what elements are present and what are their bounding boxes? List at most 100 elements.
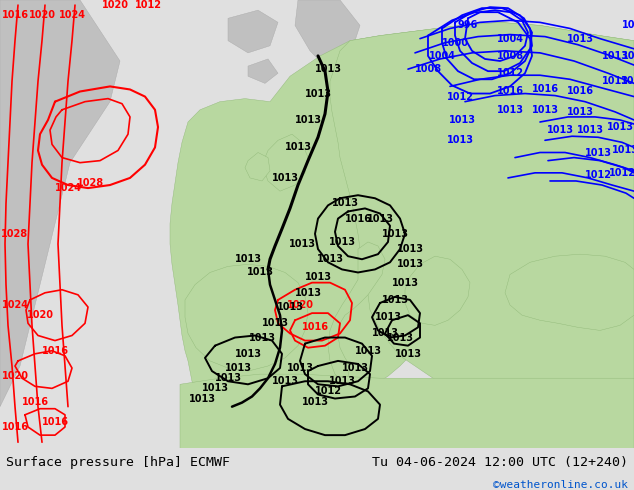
Text: 1013: 1013 <box>302 396 328 407</box>
Polygon shape <box>295 0 360 71</box>
Polygon shape <box>262 134 308 191</box>
Text: 1013: 1013 <box>567 34 593 44</box>
Polygon shape <box>0 0 120 407</box>
Text: 1024: 1024 <box>58 10 86 20</box>
Polygon shape <box>315 49 365 97</box>
Text: 1013: 1013 <box>342 363 368 373</box>
Text: 1012: 1012 <box>446 92 474 101</box>
Text: 1013: 1013 <box>276 302 304 312</box>
Text: 996: 996 <box>458 21 478 30</box>
Text: 1016: 1016 <box>344 214 372 223</box>
Text: 1024: 1024 <box>1 300 29 310</box>
Text: 1016: 1016 <box>1 10 29 20</box>
Text: 1013: 1013 <box>316 254 344 264</box>
Polygon shape <box>308 90 358 134</box>
Text: 1028: 1028 <box>77 178 103 188</box>
Text: 1013: 1013 <box>375 312 401 322</box>
Text: 1013: 1013 <box>188 393 216 404</box>
Text: 1013: 1013 <box>396 244 424 254</box>
Text: 1013: 1013 <box>382 295 408 305</box>
Text: 1000: 1000 <box>441 38 469 48</box>
Polygon shape <box>245 152 270 181</box>
Text: ©weatheronline.co.uk: ©weatheronline.co.uk <box>493 480 628 490</box>
Text: 1016: 1016 <box>302 322 328 332</box>
Text: 1013: 1013 <box>288 239 316 249</box>
Polygon shape <box>180 374 634 448</box>
Text: 1013: 1013 <box>235 349 261 359</box>
Text: 1013: 1013 <box>328 376 356 386</box>
Polygon shape <box>405 256 470 325</box>
Text: 1020: 1020 <box>27 310 53 320</box>
Polygon shape <box>298 124 348 171</box>
Text: 1013: 1013 <box>249 333 276 343</box>
Text: 1013: 1013 <box>621 21 634 30</box>
Text: 1013: 1013 <box>295 288 321 298</box>
Text: 1020: 1020 <box>1 371 29 381</box>
Text: 1016: 1016 <box>41 417 68 427</box>
Text: 1012: 1012 <box>134 0 162 10</box>
Text: 1013: 1013 <box>387 333 413 343</box>
Text: 1013: 1013 <box>366 214 394 223</box>
Text: 1004: 1004 <box>496 34 524 44</box>
Text: 1013: 1013 <box>304 89 332 98</box>
Text: 1013: 1013 <box>295 115 321 125</box>
Text: 1013: 1013 <box>224 363 252 373</box>
Text: 1013: 1013 <box>446 135 474 146</box>
Text: Tu 04-06-2024 12:00 UTC (12+240): Tu 04-06-2024 12:00 UTC (12+240) <box>372 456 628 469</box>
Text: 1008: 1008 <box>415 64 441 74</box>
Text: 1013: 1013 <box>328 237 356 247</box>
Text: 1013: 1013 <box>285 143 311 152</box>
Text: 1013: 1013 <box>247 268 273 277</box>
Text: 1013: 1013 <box>547 125 574 135</box>
Text: 1013: 1013 <box>448 115 476 125</box>
Text: 1020: 1020 <box>101 0 129 10</box>
Text: 1013: 1013 <box>332 198 358 208</box>
Text: 1016: 1016 <box>22 396 48 407</box>
Text: 1013: 1013 <box>396 259 424 270</box>
Text: 1020: 1020 <box>29 10 56 20</box>
Polygon shape <box>330 23 634 448</box>
Text: 1016: 1016 <box>41 346 68 356</box>
Text: 1020: 1020 <box>287 300 313 310</box>
Text: 1013: 1013 <box>261 318 288 328</box>
Text: 1012: 1012 <box>496 68 524 78</box>
Polygon shape <box>170 23 634 448</box>
Text: 1012: 1012 <box>585 170 612 180</box>
Text: 1013: 1013 <box>531 105 559 115</box>
Text: 1024: 1024 <box>55 183 82 193</box>
Text: 1013: 1013 <box>372 328 399 339</box>
Text: 1013: 1013 <box>354 346 382 356</box>
Text: 1013: 1013 <box>602 76 628 86</box>
Text: 1013: 1013 <box>392 278 418 288</box>
Text: 1013: 1013 <box>602 51 628 61</box>
Text: 1013: 1013 <box>304 271 332 282</box>
Text: 1016: 1016 <box>496 87 524 97</box>
Text: 1013: 1013 <box>271 173 299 183</box>
Text: 1012: 1012 <box>609 168 634 178</box>
Text: 1013: 1013 <box>271 376 299 386</box>
Text: 1013: 1013 <box>314 64 342 74</box>
Text: 1013: 1013 <box>576 125 604 135</box>
Text: 1013: 1013 <box>382 229 408 239</box>
Text: 1013: 1013 <box>287 363 313 373</box>
Text: 1016: 1016 <box>1 422 29 432</box>
Text: 1013: 1013 <box>235 254 261 264</box>
Text: 1013: 1013 <box>202 383 228 393</box>
Text: 1013: 1013 <box>612 146 634 155</box>
Text: 1004: 1004 <box>429 51 455 61</box>
Text: 1013: 1013 <box>607 122 633 132</box>
Text: 1008: 1008 <box>496 51 524 61</box>
Text: 1016: 1016 <box>567 87 593 97</box>
Text: 1013: 1013 <box>394 349 422 359</box>
Text: 1016: 1016 <box>531 84 559 95</box>
Text: 1028: 1028 <box>1 229 29 239</box>
Text: 1013: 1013 <box>621 51 634 61</box>
Polygon shape <box>505 254 634 330</box>
Text: 1008: 1008 <box>621 76 634 86</box>
Polygon shape <box>328 242 385 381</box>
Polygon shape <box>228 10 278 53</box>
Text: 1013: 1013 <box>214 373 242 383</box>
Polygon shape <box>248 59 278 83</box>
Text: 1012: 1012 <box>314 387 342 396</box>
Polygon shape <box>185 264 308 371</box>
